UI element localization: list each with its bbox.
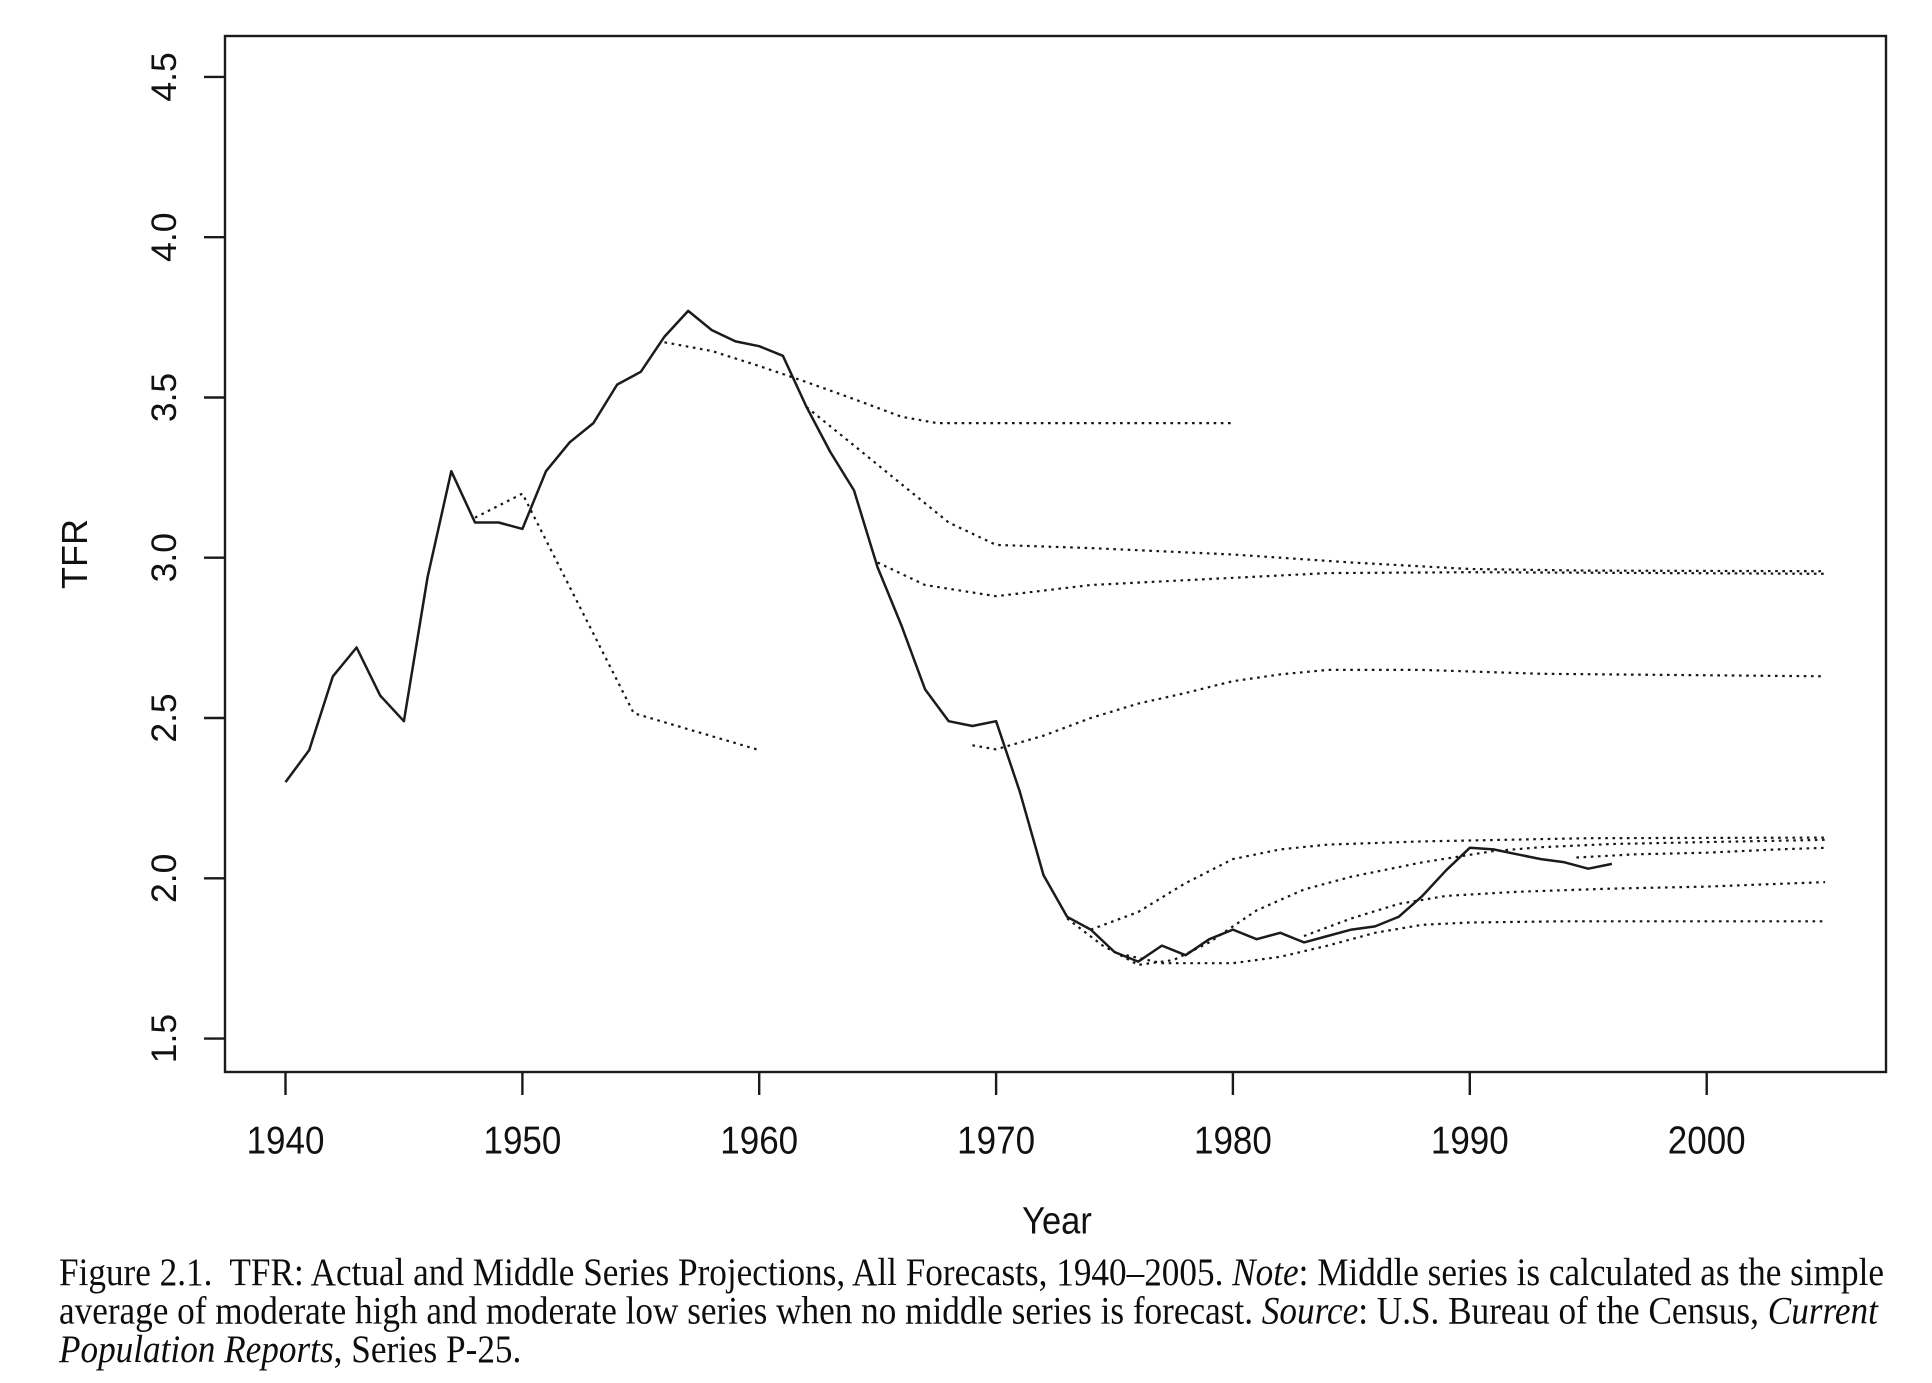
svg-text:3.0: 3.0: [144, 533, 184, 582]
svg-text:4.0: 4.0: [144, 213, 184, 262]
svg-text:3.5: 3.5: [144, 373, 184, 422]
svg-text:1950: 1950: [483, 1119, 561, 1162]
svg-text:1960: 1960: [720, 1119, 798, 1162]
svg-text:2.0: 2.0: [144, 854, 184, 903]
svg-text:TFR: TFR: [54, 519, 95, 589]
svg-text:1980: 1980: [1194, 1119, 1272, 1162]
svg-text:2000: 2000: [1668, 1119, 1746, 1162]
svg-text:4.5: 4.5: [144, 52, 184, 101]
svg-text:1940: 1940: [247, 1119, 325, 1162]
svg-text:1.5: 1.5: [144, 1014, 184, 1063]
svg-text:2.5: 2.5: [144, 693, 184, 742]
svg-text:1990: 1990: [1431, 1119, 1509, 1162]
svg-text:Year: Year: [1022, 1199, 1092, 1242]
svg-text:1970: 1970: [957, 1119, 1035, 1162]
